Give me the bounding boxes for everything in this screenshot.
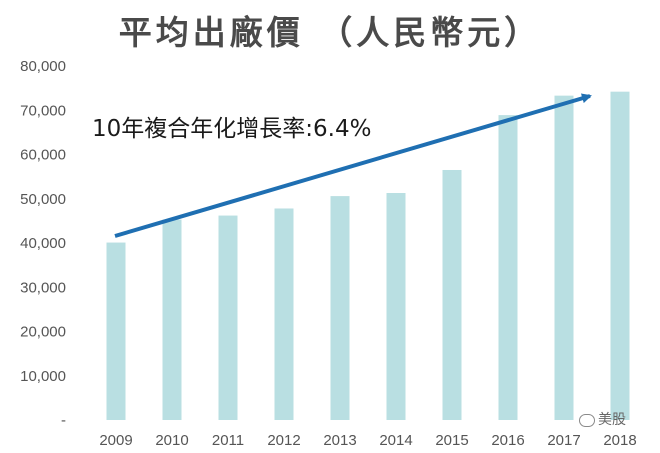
y-tick-label: 30,000	[20, 279, 66, 296]
bar-2016	[498, 115, 518, 421]
watermark-text: 美股	[598, 412, 626, 428]
y-tick-label: 60,000	[20, 147, 66, 164]
bar-2013	[330, 196, 350, 420]
chart-title: 平均出廠價 （人民幣元）	[118, 13, 542, 52]
bar-2012	[274, 208, 294, 420]
x-tick-label: 2018	[603, 432, 636, 449]
x-tick-label: 2012	[267, 432, 300, 449]
y-tick-label: -	[61, 412, 66, 429]
watermark: 美股	[579, 409, 626, 429]
x-tick-label: 2011	[212, 432, 244, 449]
x-tick-label: 2015	[435, 432, 468, 449]
bar-2014	[386, 192, 406, 420]
x-tick-label: 2009	[99, 432, 132, 449]
bar-2009	[106, 242, 126, 420]
x-tick-label: 2010	[155, 432, 188, 449]
x-tick-label: 2016	[491, 432, 524, 449]
bar-2010	[162, 219, 182, 420]
y-tick-label: 20,000	[20, 324, 66, 341]
trend-arrow	[114, 93, 592, 238]
y-tick-label: 10,000	[20, 368, 66, 385]
y-tick-label: 80,000	[20, 58, 66, 75]
bar-2018	[610, 91, 630, 420]
y-tick-label: 50,000	[20, 191, 66, 208]
bar-2011	[218, 215, 238, 420]
x-tick-label: 2013	[323, 432, 356, 449]
y-tick-label: 70,000	[20, 102, 66, 119]
y-tick-label: 40,000	[20, 235, 66, 252]
bar-2015	[442, 169, 462, 420]
x-tick-label: 2017	[547, 432, 580, 449]
growth-annotation: 10年複合年化增長率:6.4%	[92, 116, 371, 142]
x-tick-label: 2014	[379, 432, 412, 449]
bar-2017	[554, 95, 574, 421]
wechat-icon	[579, 413, 595, 427]
